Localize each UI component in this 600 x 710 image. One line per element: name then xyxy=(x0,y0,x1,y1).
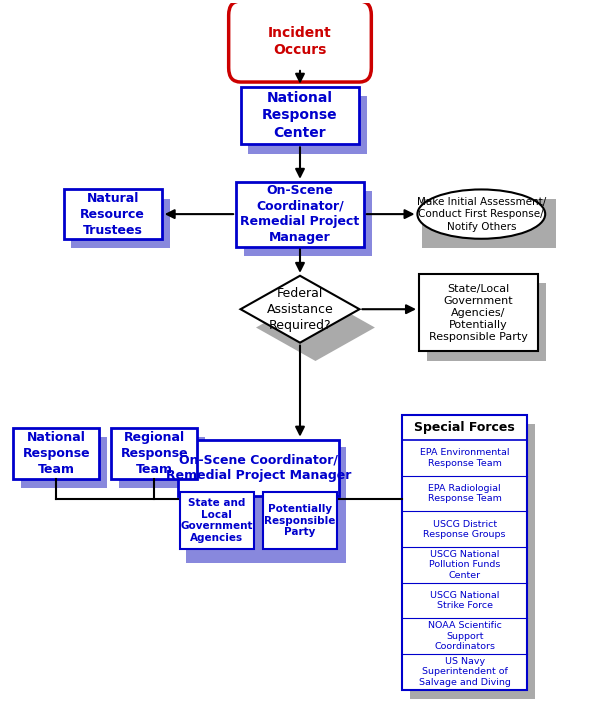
FancyBboxPatch shape xyxy=(179,492,254,549)
Text: US Navy
Superintendent of
Salvage and Diving: US Navy Superintendent of Salvage and Di… xyxy=(419,657,511,687)
FancyBboxPatch shape xyxy=(263,492,337,549)
FancyBboxPatch shape xyxy=(419,274,538,351)
FancyBboxPatch shape xyxy=(236,182,364,246)
Ellipse shape xyxy=(248,24,367,77)
Text: On-Scene
Coordinator/
Remedial Project
Manager: On-Scene Coordinator/ Remedial Project M… xyxy=(241,185,359,244)
Text: State/Local
Government
Agencies/
Potentially
Responsible Party: State/Local Government Agencies/ Potenti… xyxy=(429,284,528,342)
FancyBboxPatch shape xyxy=(64,190,162,239)
Text: USCG National
Pollution Funds
Center: USCG National Pollution Funds Center xyxy=(429,550,500,580)
Text: Make Initial Assessment/
Conduct First Response/
Notify Others: Make Initial Assessment/ Conduct First R… xyxy=(416,197,546,231)
Text: EPA Radiologial
Response Team: EPA Radiologial Response Team xyxy=(428,484,502,503)
Polygon shape xyxy=(256,294,375,361)
FancyBboxPatch shape xyxy=(248,96,367,153)
FancyBboxPatch shape xyxy=(241,87,359,144)
Text: On-Scene Coordinator/
Remedial Project Manager: On-Scene Coordinator/ Remedial Project M… xyxy=(166,453,351,482)
FancyBboxPatch shape xyxy=(119,437,205,488)
FancyBboxPatch shape xyxy=(186,447,346,563)
Text: Natural
Resource
Trustees: Natural Resource Trustees xyxy=(80,192,145,236)
Text: USCG District
Response Groups: USCG District Response Groups xyxy=(424,520,506,539)
FancyBboxPatch shape xyxy=(422,199,556,248)
FancyBboxPatch shape xyxy=(111,428,197,479)
Text: Federal
Assistance
Required?: Federal Assistance Required? xyxy=(266,287,334,332)
FancyBboxPatch shape xyxy=(402,415,527,689)
Text: Potentially
Responsible
Party: Potentially Responsible Party xyxy=(265,504,335,537)
Text: State and
Local
Government
Agencies: State and Local Government Agencies xyxy=(181,498,253,543)
Polygon shape xyxy=(241,275,359,343)
FancyBboxPatch shape xyxy=(21,437,107,488)
FancyBboxPatch shape xyxy=(13,428,100,479)
Text: National
Response
Team: National Response Team xyxy=(22,431,90,476)
Text: National
Response
Center: National Response Center xyxy=(262,91,338,140)
Text: NOAA Scientific
Support
Coordinators: NOAA Scientific Support Coordinators xyxy=(428,621,502,651)
Ellipse shape xyxy=(418,190,545,239)
FancyBboxPatch shape xyxy=(244,191,371,256)
Text: EPA Environmental
Response Team: EPA Environmental Response Team xyxy=(420,448,509,468)
FancyBboxPatch shape xyxy=(229,1,371,82)
Text: Special Forces: Special Forces xyxy=(414,421,515,434)
FancyBboxPatch shape xyxy=(71,199,170,248)
Text: Incident
Occurs: Incident Occurs xyxy=(268,26,332,58)
FancyBboxPatch shape xyxy=(410,424,535,699)
FancyBboxPatch shape xyxy=(427,283,545,361)
Text: Regional
Response
Team: Regional Response Team xyxy=(121,431,188,476)
Text: USCG National
Strike Force: USCG National Strike Force xyxy=(430,591,499,611)
FancyBboxPatch shape xyxy=(178,439,338,496)
